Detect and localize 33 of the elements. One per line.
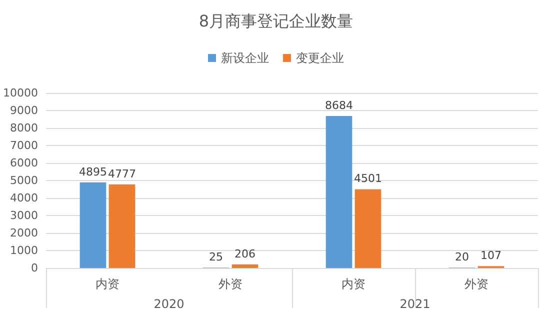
bar [232,264,258,268]
data-label: 4501 [354,172,382,186]
x-tick-label: 内资 [341,277,366,291]
data-label: 4777 [108,167,136,180]
y-tick-label: 5000 [10,174,38,187]
text: 2020 [154,297,184,311]
bar [108,184,136,268]
y-tick-label: 3000 [10,209,38,222]
text: 2021 [400,297,430,311]
legend-label: 新设企业 [221,51,269,65]
y-tick-label: 2000 [10,226,38,240]
data-label: 206 [234,247,256,260]
y-tick-label: 4000 [10,192,38,204]
data-label: 25 [209,250,223,264]
y-tick-label: 8000 [10,122,38,134]
data-label: 4895 [78,165,107,178]
bar [354,189,382,268]
legend-label: 变更企业 [296,51,344,65]
chart-title: 8月商事登记企业数量 [198,12,354,30]
data-label: 20 [455,250,469,264]
y-tick-label: 0 [30,262,38,274]
x-tick-label: 外资 [464,277,488,291]
y-tick-label: 6000 [10,156,38,170]
y-tick-label: 9000 [10,104,38,117]
x-tick-label: 外资 [218,277,242,291]
y-tick-label: 7000 [10,139,38,152]
data-label: 107 [480,249,502,262]
y-tick-label: 10000 [2,86,38,100]
x-tick-label: 内资 [95,277,120,291]
bar [80,182,106,268]
bar [326,116,352,268]
data-label: 8684 [325,99,353,112]
y-tick-label: 1000 [10,244,38,257]
